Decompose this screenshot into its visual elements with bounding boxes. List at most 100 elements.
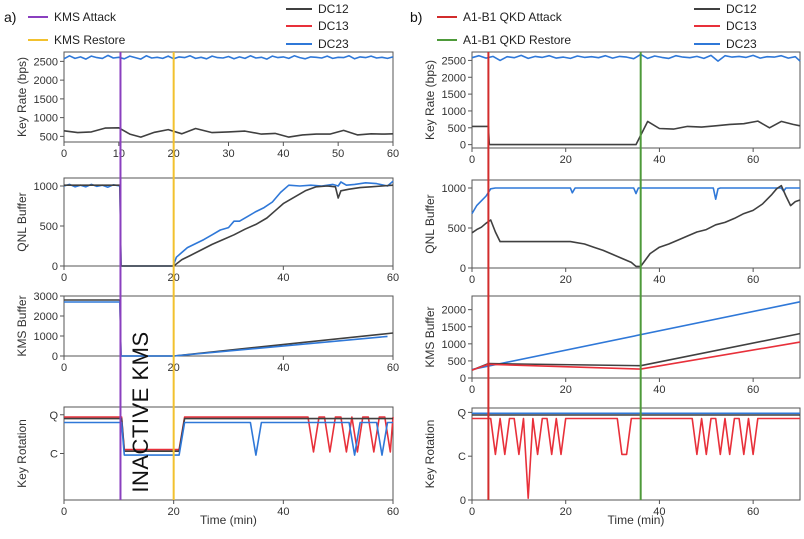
y-tick-label: 0: [460, 140, 466, 152]
legend-label-dc12: DC12: [726, 2, 757, 16]
y-tick-label: 500: [40, 221, 58, 233]
subplot-b-1: 0 20 40 60 0 500 1000 1500 2000 2500 Key Rate (bps…: [423, 51, 801, 166]
x-axis-label-b: Time (min): [608, 513, 665, 527]
legend-label-dc23: DC23: [726, 37, 757, 51]
series-line-dc23: [64, 301, 388, 357]
subplot-a-4: 0 20 40 60 Q C Key Rotation: [15, 406, 399, 518]
annotation-inactive-kms: INACTIVE KMS: [128, 331, 153, 492]
x-tick-label: 10: [113, 148, 125, 160]
x-tick-label: 60: [747, 384, 759, 396]
x-tick-label: 0: [61, 148, 67, 160]
y-axis-label: Key Rate (bps): [15, 57, 29, 137]
legend-label-dc23: DC23: [318, 37, 349, 51]
y-tick-label: 500: [448, 356, 466, 368]
legend-label-a1-b1-qkd-attack: A1-B1 QKD Attack: [463, 10, 563, 24]
y-axis-label: Key Rotation: [423, 420, 437, 489]
y-axis-label: Key Rate (bps): [423, 60, 437, 140]
x-tick-label: 40: [277, 362, 289, 374]
x-tick-label: 0: [469, 506, 475, 518]
series-line-dc12: [63, 127, 394, 138]
y-tick-label: 2500: [442, 55, 466, 67]
x-axis-label-a: Time (min): [200, 513, 257, 527]
series-line-dc23: [471, 301, 801, 371]
x-tick-label: 0: [61, 362, 67, 374]
x-tick-label: 0: [61, 506, 67, 518]
y-tick-label: 2000: [34, 75, 58, 87]
x-tick-label: 40: [277, 148, 289, 160]
legend-label-dc12: DC12: [318, 2, 349, 16]
x-tick-label: 30: [222, 148, 234, 160]
panel-label-a: a): [4, 9, 16, 25]
y-axis-label: KMS Buffer: [15, 295, 29, 356]
x-tick-label: 20: [560, 506, 572, 518]
y-tick-label: Q: [457, 407, 466, 419]
x-tick-label: 60: [387, 506, 399, 518]
plot-frame: [471, 407, 801, 501]
plot-frame: [471, 295, 801, 379]
x-tick-label: 60: [387, 362, 399, 374]
legend-label-dc13: DC13: [318, 19, 349, 33]
y-tick-label: 1500: [442, 89, 466, 101]
series-line-dc23: [64, 421, 393, 456]
y-axis-label: KMS Buffer: [423, 306, 437, 367]
y-tick-label: 2500: [34, 56, 58, 68]
plot-frame: [63, 295, 394, 357]
legend-label-a1-b1-qkd-restore: A1-B1 QKD Restore: [463, 33, 571, 47]
y-tick-label: Q: [49, 410, 58, 422]
series-line-dc12: [471, 184, 801, 268]
legend-label-kms-attack: KMS Attack: [54, 10, 117, 24]
y-tick-label: 1000: [442, 339, 466, 351]
series-line-dc12: [472, 120, 801, 146]
x-tick-label: 20: [560, 384, 572, 396]
y-tick-label: 0: [52, 351, 58, 363]
series-line-dc23: [471, 187, 800, 215]
x-tick-label: 50: [332, 148, 344, 160]
y-tick-label: 1000: [442, 106, 466, 118]
y-tick-label: 0: [460, 263, 466, 275]
x-tick-label: 60: [747, 506, 759, 518]
subplot-b-3: 0 20 40 60 0 500 1000 1500 2000 KMS Buffer: [423, 295, 801, 396]
y-axis-label: Key Rotation: [15, 419, 29, 488]
y-tick-label: 2000: [34, 311, 58, 323]
y-tick-label: C: [458, 451, 466, 463]
x-tick-label: 40: [653, 506, 665, 518]
x-tick-label: 20: [560, 274, 572, 286]
y-tick-label: 500: [40, 131, 58, 143]
x-tick-label: 20: [560, 154, 572, 166]
y-axis-label: QNL Buffer: [15, 192, 29, 251]
legend-label-kms-restore: KMS Restore: [54, 33, 126, 47]
panel-a: a) KMS Attack KMS Restore DC12 DC13 DC23 0 10 20…: [4, 2, 399, 527]
x-tick-label: 0: [61, 272, 67, 284]
y-tick-label: 1500: [442, 322, 466, 334]
subplot-a-3: 02040600100020003000KMS Buffer: [15, 291, 399, 374]
x-tick-label: 40: [653, 274, 665, 286]
panel-b: b) A1-B1 QKD Attack A1-B1 QKD Restore DC12 D…: [410, 2, 801, 527]
x-tick-label: 60: [387, 272, 399, 284]
figure-root: a) KMS Attack KMS Restore DC12 DC13 DC23 0 10 20…: [4, 2, 801, 527]
subplot-a-1: 01020304050605001000150020002500Key Rate…: [15, 51, 399, 160]
y-tick-label: C: [50, 449, 58, 461]
y-tick-label: 1000: [442, 183, 466, 195]
y-tick-label: 1000: [34, 181, 58, 193]
y-tick-label: 0: [52, 261, 58, 273]
plot-frame: [471, 179, 801, 269]
x-tick-label: 0: [469, 274, 475, 286]
x-tick-label: 40: [653, 154, 665, 166]
y-tick-label: 3000: [34, 291, 58, 303]
plot-frame: [63, 177, 394, 267]
y-tick-label: 500: [448, 223, 466, 235]
series-line-dc23: [471, 53, 801, 62]
series-line-dc23: [63, 180, 394, 267]
y-tick-label: 0: [460, 373, 466, 385]
subplot-b-4: 0 20 40 60 Q C 0 Key Rotation: [423, 407, 801, 518]
series-line-dc23: [63, 54, 394, 60]
y-tick-label: 0: [460, 495, 466, 507]
series-line-dc13: [472, 417, 800, 500]
series-line-dc12: [64, 184, 394, 267]
panel-label-b: b): [410, 9, 422, 25]
x-tick-label: 0: [469, 384, 475, 396]
y-tick-label: 2000: [442, 72, 466, 84]
plot-frame: [63, 406, 394, 501]
subplot-b-2: 0 20 40 60 0 500 1000 QNL Buffer: [423, 179, 801, 286]
